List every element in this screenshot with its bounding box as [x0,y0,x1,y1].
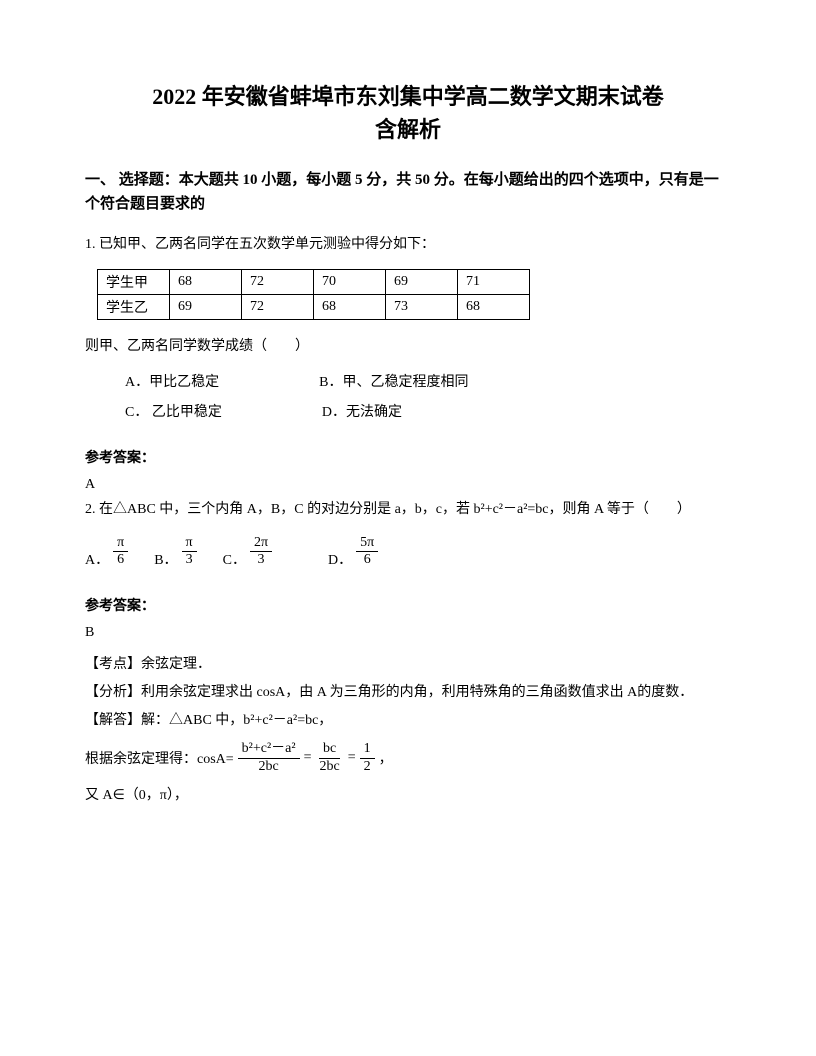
q1-text: 1. 已知甲、乙两名同学在五次数学单元测验中得分如下： [85,232,731,257]
frac-den: 3 [182,552,197,569]
analysis-point: 【考点】余弦定理． [85,651,731,679]
frac-den: 6 [360,552,375,569]
opt-label: B． [154,549,177,569]
table-cell: 68 [170,270,242,295]
q1-answer-label: 参考答案： [85,447,731,467]
frac-den: 2bc [255,759,283,776]
fraction: 5π 6 [356,535,378,570]
table-row: 学生甲 68 72 70 69 71 [98,270,530,295]
frac-num: π [182,535,197,553]
table-row: 学生乙 69 72 68 73 68 [98,295,530,320]
table-cell: 72 [242,270,314,295]
q1-options-row2: C． 乙比甲稳定 D．无法确定 [85,401,731,421]
cos-formula: 根据余弦定理得：cosA= b²+c²－a² 2bc = bc 2bc = 1 … [85,741,731,776]
q2-option-d: D． 5π 6 [328,535,382,570]
q2-option-c: C． 2π 3 [223,535,276,570]
table-cell: 69 [386,270,458,295]
frac-num: π [113,535,128,553]
q1-option-b: B．甲、乙稳定程度相同 [319,371,468,391]
opt-label: A． [85,549,109,569]
fraction: 2π 3 [250,535,272,570]
analysis-last: 又 A∈（0，π）， [85,782,731,810]
frac-num: 1 [360,741,375,759]
table-cell: 学生乙 [98,295,170,320]
frac-num: 2π [250,535,272,553]
opt-label: D． [328,549,352,569]
q1-followup: 则甲、乙两名同学数学成绩（ ） [85,334,731,359]
frac-den: 3 [254,552,269,569]
q1-option-c: C． 乙比甲稳定 [125,401,222,421]
frac-den: 6 [113,552,128,569]
fraction: π 3 [182,535,197,570]
cos-label: 根据余弦定理得：cosA= [85,748,234,768]
q2-options: A． π 6 B． π 3 C． 2π 3 D． 5π 6 [85,535,731,570]
equals: = [304,750,312,766]
q2-option-b: B． π 3 [154,535,200,570]
fraction: b²+c²－a² 2bc [238,741,300,776]
frac-num: 5π [356,535,378,553]
fraction: π 6 [113,535,128,570]
frac-den: 2 [360,759,375,776]
q1-option-a: A．甲比乙稳定 [125,371,219,391]
q2-answer-label: 参考答案： [85,595,731,615]
comma: ， [379,748,393,768]
q2-answer: B [85,625,731,641]
table-cell: 73 [386,295,458,320]
table-cell: 68 [458,295,530,320]
analysis-fenxi: 【分析】利用余弦定理求出 cosA，由 A 为三角形的内角，利用特殊角的三角函数… [85,679,731,707]
title-line1: 2022 年安徽省蚌埠市东刘集中学高二数学文期末试卷 [85,80,731,113]
fraction: 1 2 [360,741,375,776]
frac-num: b²+c²－a² [238,741,300,759]
title-line2: 含解析 [85,113,731,146]
equals: = [348,750,356,766]
q2-text: 2. 在△ABC 中，三个内角 A，B，C 的对边分别是 a，b，c，若 b²+… [85,497,731,522]
table-cell: 70 [314,270,386,295]
frac-den: 2bc [316,759,344,776]
frac-num: bc [319,741,340,759]
opt-label: C． [223,549,246,569]
section-header: 一、 选择题：本大题共 10 小题，每小题 5 分，共 50 分。在每小题给出的… [85,168,731,216]
table-cell: 68 [314,295,386,320]
exam-title: 2022 年安徽省蚌埠市东刘集中学高二数学文期末试卷 含解析 [85,80,731,146]
table-cell: 71 [458,270,530,295]
table-cell: 69 [170,295,242,320]
q2-option-a: A． π 6 [85,535,132,570]
q1-options-row1: A．甲比乙稳定 B．甲、乙稳定程度相同 [85,371,731,391]
table-cell: 72 [242,295,314,320]
q1-answer: A [85,477,731,493]
score-table: 学生甲 68 72 70 69 71 学生乙 69 72 68 73 68 [97,269,530,320]
analysis-jieda: 【解答】解：△ABC 中，b²+c²－a²=bc， [85,707,731,735]
fraction: bc 2bc [316,741,344,776]
table-cell: 学生甲 [98,270,170,295]
q1-option-d: D．无法确定 [322,401,402,421]
